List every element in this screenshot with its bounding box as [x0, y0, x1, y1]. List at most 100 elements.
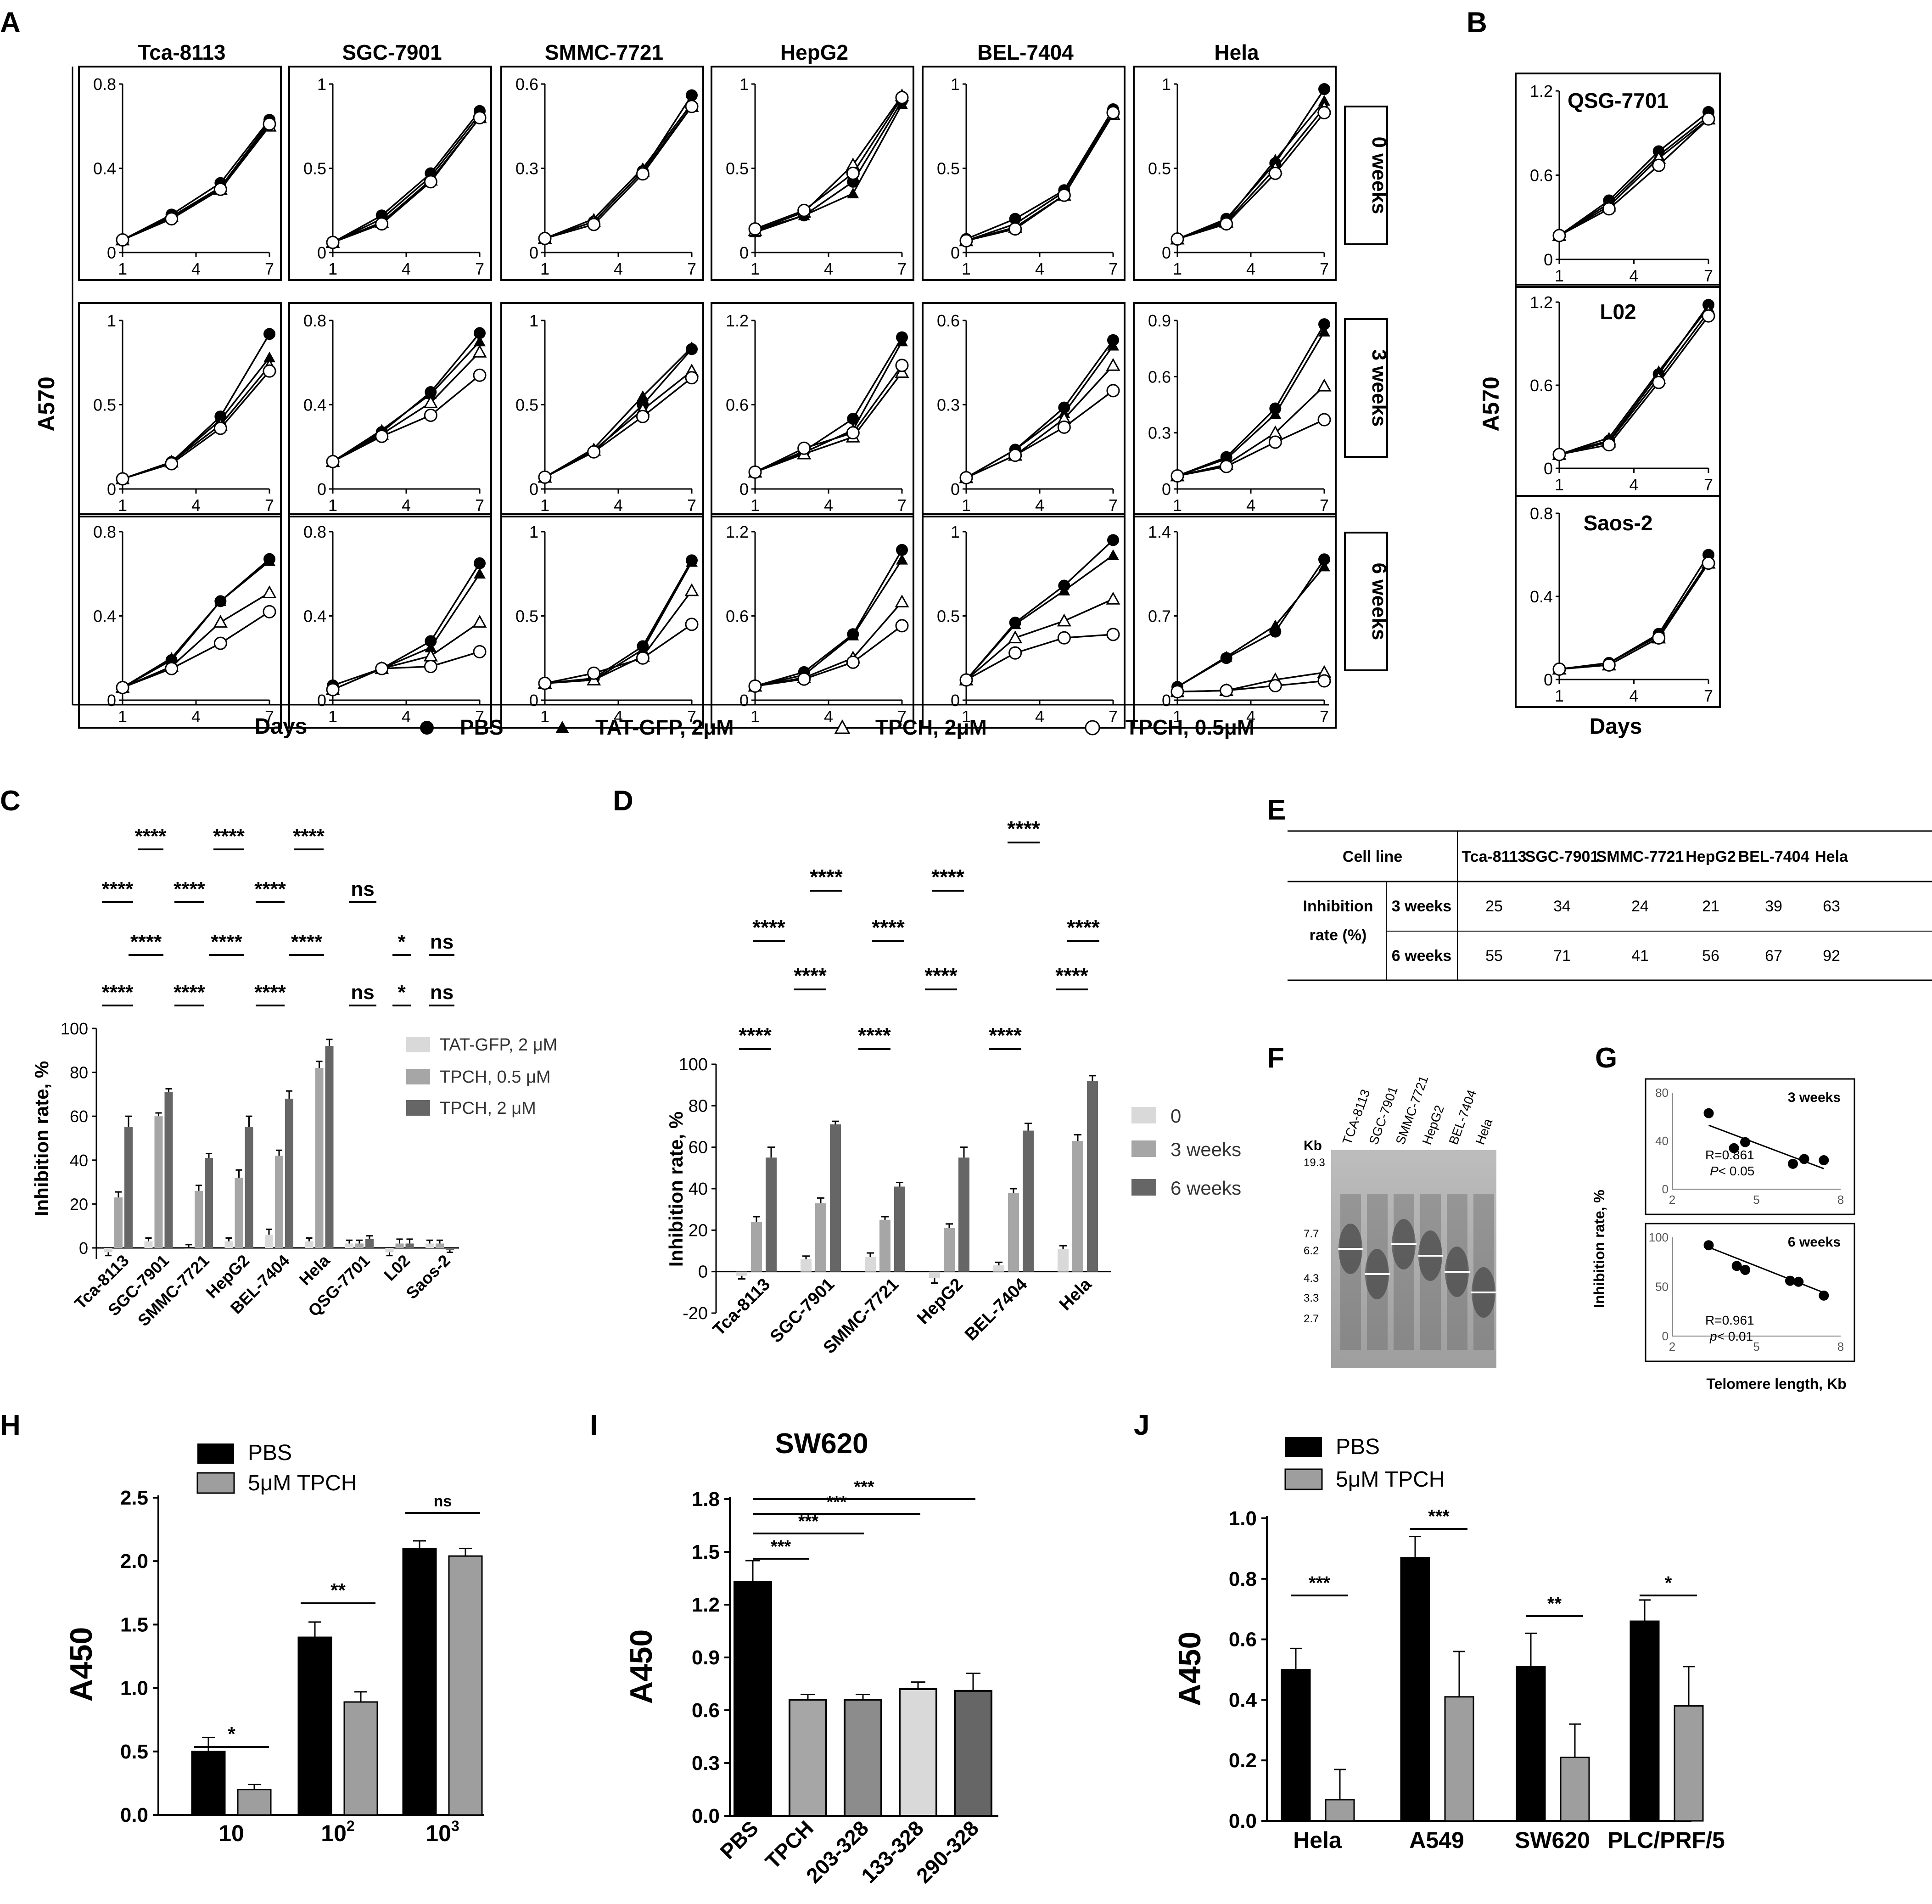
panel-i-bar-3: [899, 1688, 937, 1817]
panel-d-legend-swatch-2: [1131, 1179, 1156, 1196]
panel-j-legend-swatch-1: [1284, 1468, 1323, 1490]
panel-j-ylabel: A450: [1172, 1632, 1207, 1707]
panel-a-1-4-line-3: [966, 390, 1114, 479]
panel-c-legend-label-1: TPCH, 0.5 μM: [440, 1067, 551, 1087]
panel-j-bar-3-1: [1674, 1705, 1704, 1822]
panel-d-bar-2-2: [894, 1186, 905, 1272]
panel-j-ytick-label-3: 0.4: [1229, 1689, 1257, 1711]
panel-g-xtick-0-2: 8: [1837, 1193, 1844, 1207]
panel-a-1-2-frame: [500, 302, 704, 517]
panel-g-title-0: 3 weeks: [1788, 1090, 1841, 1105]
panel-a-0-4-point-3-3: [1106, 106, 1120, 119]
panel-a-2-3-line-2: [755, 601, 903, 687]
panel-a-1-3-xtick-label-1: 4: [824, 496, 833, 515]
panel-a-1-2-point-3-0: [538, 470, 552, 484]
panel-b-1-point-3-3: [1702, 309, 1715, 323]
panel-a-1-3-point-3-2: [846, 426, 860, 440]
panel-c-bar-8-0: [426, 1243, 434, 1248]
panel-h-bar-1-1: [343, 1701, 378, 1816]
panel-h-legend-label-0: PBS: [248, 1441, 292, 1465]
panel-h-bar-0-0: [191, 1751, 226, 1816]
panel-e-cell-0-3: 21: [1702, 898, 1719, 915]
panel-a-2-1-point-3-2: [424, 660, 437, 674]
panel-g-p-val-1: < 0.01: [1717, 1329, 1753, 1343]
panel-a-1-0-ytick-label-0: 0: [107, 480, 116, 499]
panel-a-2-5-ytick-label-2: 1.4: [1148, 522, 1171, 541]
panel-d-sig-3-0-label: ****: [794, 964, 827, 988]
panel-a-0-3-line-2: [755, 95, 903, 231]
panel-b-2-frame: [1515, 495, 1721, 708]
panel-a-2-1-ytick-label-0: 0: [317, 691, 326, 710]
panel-c-sig-1-2-label: ****: [254, 878, 286, 900]
panel-a-1-2-xtick-label-1: 4: [614, 496, 623, 515]
panel-c-bar-5-0: [305, 1241, 314, 1248]
panel-a-2-2-point-1-3: [686, 556, 698, 567]
panel-a-2-0-xtick-label-0: 1: [118, 707, 127, 726]
panel-j-ytick-label-4: 0.2: [1229, 1749, 1257, 1772]
panel-a-2-5-point-3-0: [1170, 685, 1184, 699]
panel-b-1-ytick-label-0: 0: [1544, 459, 1553, 478]
panel-h-bar-0-1: [237, 1789, 272, 1816]
panel-a-1-3-xtick-label-0: 1: [750, 496, 760, 515]
panel-d-xlabel-5: Hela: [1056, 1275, 1096, 1314]
panel-d-bar-2-1: [879, 1219, 890, 1272]
panel-b-2-line-1: [1559, 561, 1709, 670]
panel-i-ytick-label-0: 1.8: [692, 1488, 720, 1511]
panel-a-2-4-line-2: [965, 598, 1114, 681]
panel-b-0-point-3-1: [1602, 202, 1616, 216]
panel-a-row-box-2: [1344, 532, 1388, 671]
panel-c-sig-3-4-label: *: [398, 981, 406, 1004]
panel-e-cell-0-4: 39: [1765, 898, 1782, 915]
panel-d-bar-4-0: [993, 1265, 1004, 1272]
panel-j-legend-label-1: 5μM TPCH: [1336, 1467, 1445, 1492]
panel-a-2-4-point-1-1: [1009, 618, 1021, 629]
panel-a-2-3-xtick-label-1: 4: [824, 707, 833, 726]
panel-j-bar-0-1: [1325, 1799, 1355, 1822]
panel-d-bar-4-2: [1023, 1130, 1034, 1272]
panel-a-0-5-frame: [1133, 66, 1337, 281]
panel-i-sig-2-label: ***: [826, 1493, 847, 1512]
panel-label-E: E: [1267, 794, 1286, 826]
panel-h-ytick-label-1: 2.0: [120, 1550, 148, 1573]
panel-a-row-label-2: 6 weeks: [1368, 563, 1390, 640]
panel-c-ytick-label-2: 60: [70, 1107, 88, 1126]
panel-a-0-4-xtick-label-1: 4: [1035, 259, 1044, 278]
panel-a-1-2-point-1-2: [637, 390, 649, 401]
panel-d-bar-0-0: [736, 1271, 747, 1276]
panel-a-2-4-point-3-2: [1057, 631, 1071, 645]
panel-a-0-0-point-3-2: [213, 182, 227, 196]
panel-a-1-4-xtick-label-1: 4: [1035, 496, 1044, 515]
panel-a-2-0-ytick-label-0: 0: [107, 691, 116, 710]
panel-a-0-1-ytick-label-0: 0: [317, 243, 326, 262]
panel-a-1-1-frame: [288, 302, 492, 517]
panel-d-bar-0-2: [766, 1157, 777, 1272]
panel-a-0-5-line-2: [1177, 107, 1325, 240]
panel-d-bar-1-0: [801, 1259, 812, 1272]
panel-a-2-1-point-2-3: [472, 615, 487, 628]
panel-g-ytick-0-1: 40: [1655, 1134, 1669, 1148]
panel-a-0-1-xtick-label-0: 1: [328, 259, 337, 278]
panel-a-2-5-point-1-3: [1318, 561, 1330, 572]
panel-a-0-2-xtick-label-2: 7: [687, 259, 696, 278]
panel-a-0-3-xtick-label-2: 7: [897, 259, 907, 278]
panel-a-0-4-xtick-label-0: 1: [962, 259, 971, 278]
panel-d-legend-label-2: 6 weeks: [1170, 1177, 1241, 1199]
panel-d-bar-2-0: [865, 1257, 876, 1272]
panel-c-legend-label-2: TPCH, 2 μM: [440, 1099, 536, 1118]
panel-d-sig-1-1-label: ****: [931, 865, 964, 889]
panel-label-F: F: [1267, 1042, 1284, 1074]
panel-a-1-4-xtick-label-0: 1: [962, 496, 971, 515]
panel-a-col-title-3: HepG2: [780, 40, 848, 64]
panel-a-1-2-point-1-3: [686, 341, 698, 353]
panel-a-0-1-line-0: [332, 110, 481, 243]
panel-g-xtick-0-1: 5: [1753, 1193, 1759, 1207]
panel-e-row-label-0: 3 weeks: [1392, 898, 1451, 915]
panel-i-ytick-label-4: 0.6: [692, 1699, 720, 1722]
panel-a-0-3-line-0: [755, 100, 903, 231]
panel-g-p-var-0: P: [1710, 1164, 1719, 1178]
panel-h-bar-2-0: [402, 1548, 437, 1816]
panel-a-0-0-point-3-1: [165, 212, 179, 226]
panel-a-0-3-point-3-0: [748, 222, 762, 236]
panel-a-1-5-point-3-1: [1220, 460, 1233, 473]
panel-d-sig-3-1-label: ****: [924, 964, 958, 988]
